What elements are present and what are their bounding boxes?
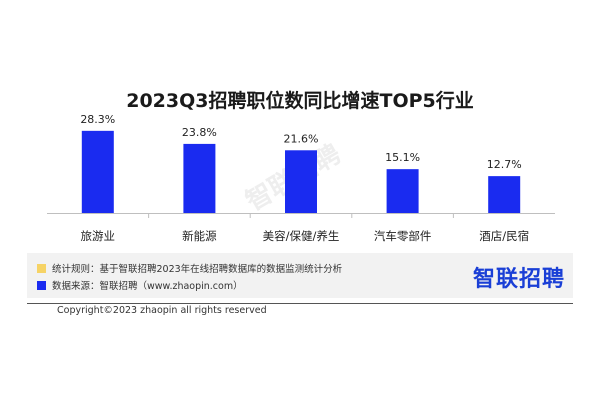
bar	[81, 130, 114, 213]
copyright-text: Copyright©2023 zhaopin all rights reserv…	[57, 305, 267, 316]
bar	[488, 176, 521, 213]
legend-rule-text: 统计规则：基于智联招聘2023年在线招聘数据库的数据监测统计分析	[52, 264, 343, 275]
data-label: 21.6%	[284, 132, 319, 145]
legend-swatch-yellow	[37, 263, 46, 273]
data-label: 12.7%	[487, 158, 522, 171]
footer-divider	[27, 303, 573, 304]
data-label: 28.3%	[80, 113, 115, 126]
data-label: 23.8%	[182, 126, 217, 139]
bar	[386, 169, 419, 213]
legend-rule-row: 统计规则：基于智联招聘2023年在线招聘数据库的数据监测统计分析	[37, 261, 342, 275]
legend-source-row: 数据来源：智联招聘（www.zhaopin.com）	[37, 278, 243, 292]
chart-title: 2023Q3招聘职位数同比增速TOP5行业	[126, 90, 474, 112]
brand-logo: 智联招聘	[472, 267, 565, 292]
category-label: 酒店/民宿	[479, 229, 529, 243]
bar	[183, 143, 216, 213]
bar	[285, 150, 317, 213]
legend-swatch-blue	[37, 280, 46, 290]
category-label: 新能源	[182, 229, 217, 243]
legend-source-text: 数据来源：智联招聘（www.zhaopin.com）	[52, 281, 243, 292]
category-label: 汽车零部件	[374, 229, 432, 243]
data-label: 15.1%	[385, 151, 420, 164]
category-label: 美容/保健/养生	[263, 229, 340, 243]
legend-panel: 统计规则：基于智联招聘2023年在线招聘数据库的数据监测统计分析 数据来源：智联…	[27, 253, 573, 298]
category-label: 旅游业	[81, 229, 116, 243]
